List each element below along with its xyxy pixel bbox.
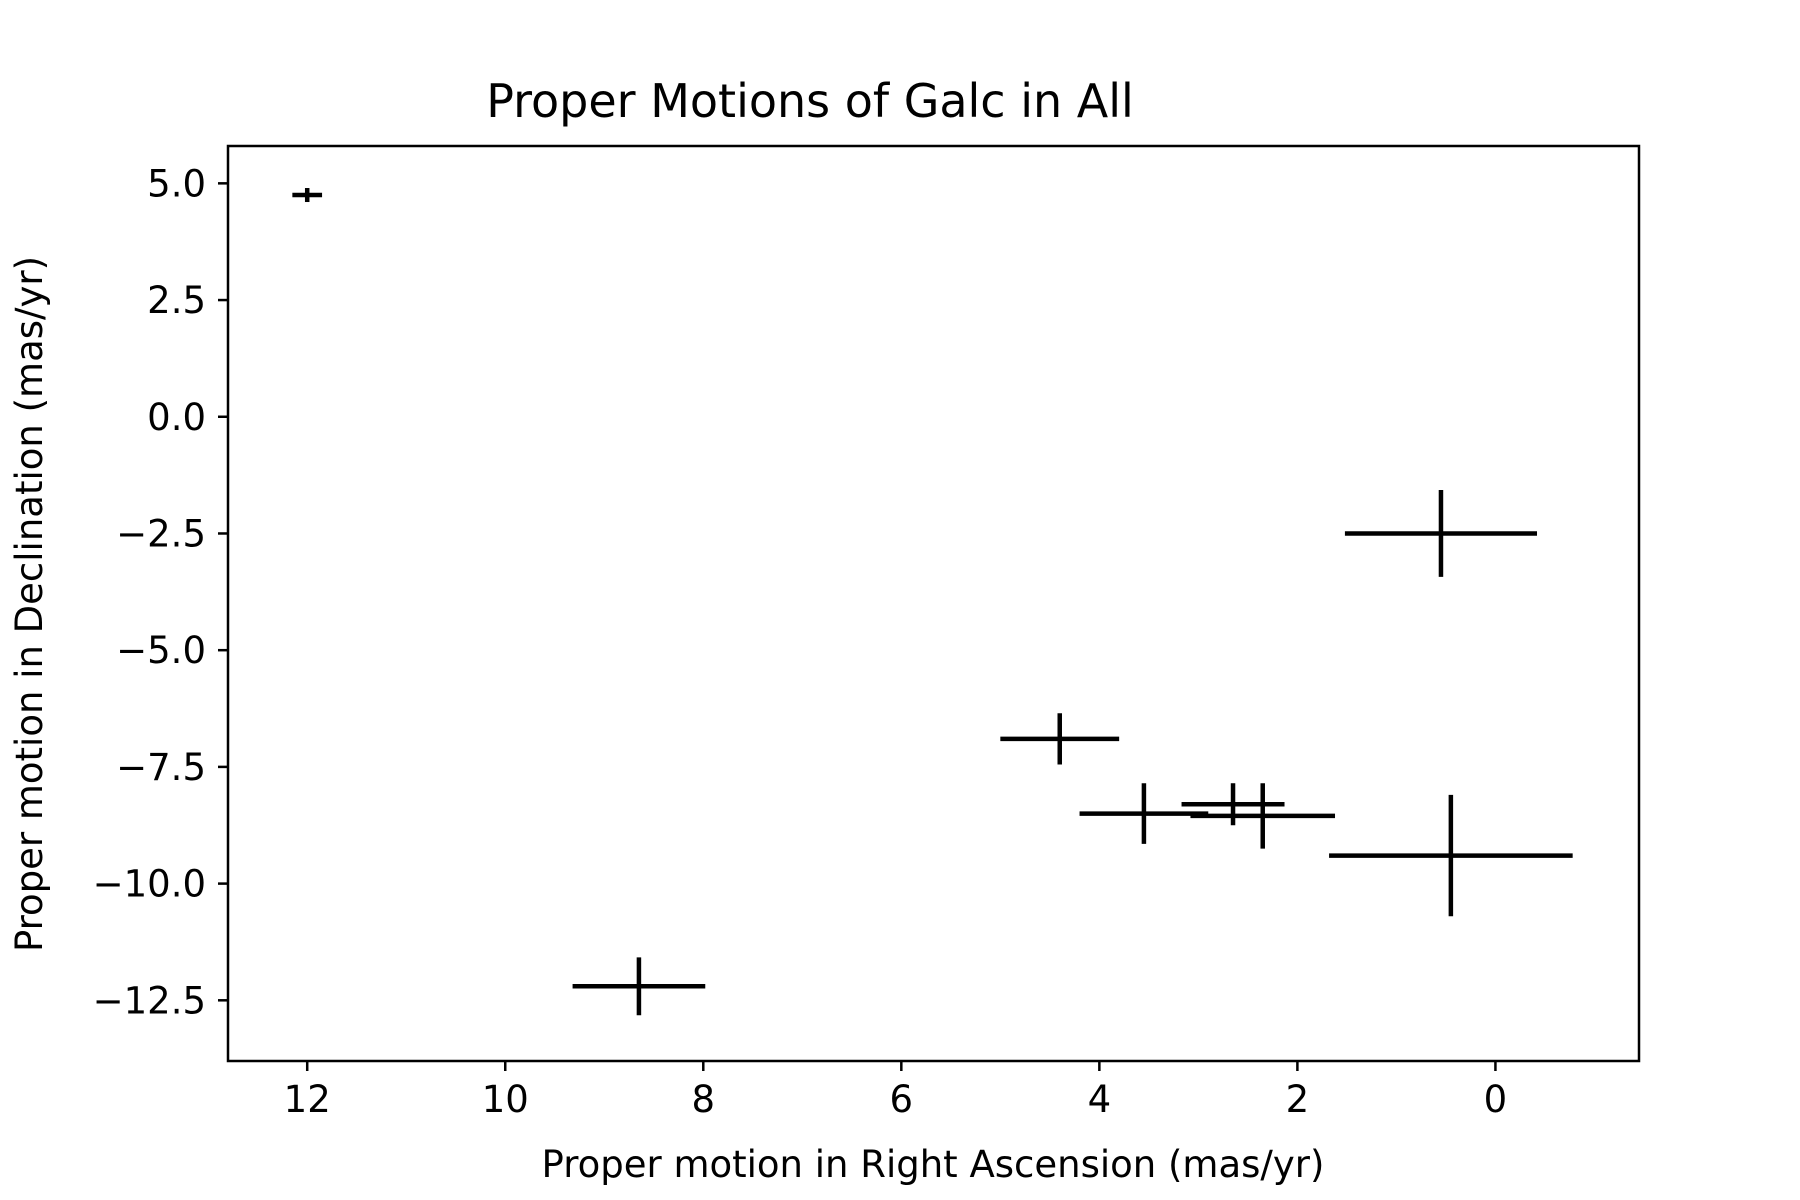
y-tick-label: −5.0: [116, 629, 206, 672]
y-axis-ticks: 5.0 2.5 0.0 −2.5 −5.0 −7.5 −10.0 −12.5: [93, 162, 228, 1022]
y-tick-label: 5.0: [147, 162, 206, 205]
x-tick-label: 2: [1286, 1078, 1310, 1121]
axes-frame: [226, 144, 1641, 1063]
data-point: [1000, 713, 1120, 765]
x-tick-label: 8: [692, 1078, 716, 1121]
data-point: [1329, 794, 1573, 917]
x-tick-label: 4: [1088, 1078, 1112, 1121]
y-tick-label: 0.0: [147, 396, 206, 439]
y-tick-label: −10.0: [93, 863, 206, 906]
y-axis-label: Proper motion in Declination (mas/yr): [8, 256, 51, 952]
x-tick-label: 6: [890, 1078, 914, 1121]
data-point: [1344, 490, 1538, 577]
data-point: [1181, 783, 1285, 826]
x-tick-label: 10: [482, 1078, 529, 1121]
x-axis-label: Proper motion in Right Ascension (mas/yr…: [542, 1143, 1325, 1186]
data-point: [292, 188, 323, 203]
chart-title: Proper Motions of Galc in All: [486, 74, 1134, 128]
x-tick-label: 12: [284, 1078, 331, 1121]
plot-area: [226, 144, 1641, 1063]
data-point: [572, 957, 706, 1016]
x-tick-label: 0: [1484, 1078, 1508, 1121]
x-axis-ticks: 12 10 8 6 4 2 0: [284, 1061, 1508, 1121]
y-tick-label: 2.5: [147, 279, 206, 322]
y-tick-label: −2.5: [116, 512, 206, 555]
y-tick-label: −7.5: [116, 746, 206, 789]
y-tick-label: −12.5: [93, 979, 206, 1022]
data-point: [1079, 783, 1209, 844]
error-bar-markers: [292, 188, 1573, 1016]
data-point: [1190, 783, 1336, 849]
